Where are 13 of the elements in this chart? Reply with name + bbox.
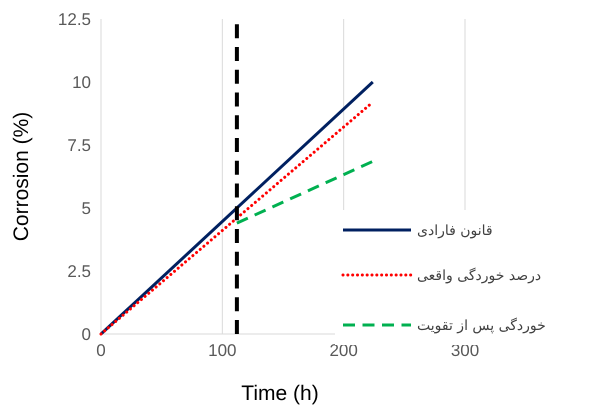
- y-tick-label: 2.5: [67, 262, 91, 281]
- x-axis-title: Time (h): [241, 382, 319, 405]
- legend-label: قانون فارادی: [417, 223, 493, 239]
- y-tick-label: 5: [82, 199, 91, 218]
- x-tick-label: 100: [208, 341, 237, 360]
- y-tick-label: 7.5: [67, 136, 91, 155]
- y-axis-title: Corrosion (%): [10, 112, 33, 242]
- y-tick-label: 0: [82, 325, 91, 344]
- x-tick-label: 0: [96, 341, 106, 360]
- y-tick-label: 12.5: [58, 10, 91, 29]
- legend-label: خوردگی پس از تقویت: [417, 317, 546, 334]
- legend-label: درصد خوردگی واقعی: [417, 267, 542, 284]
- y-tick-label: 10: [72, 73, 91, 92]
